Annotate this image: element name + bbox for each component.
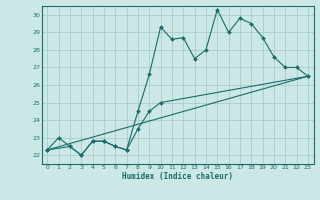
- X-axis label: Humidex (Indice chaleur): Humidex (Indice chaleur): [122, 172, 233, 181]
